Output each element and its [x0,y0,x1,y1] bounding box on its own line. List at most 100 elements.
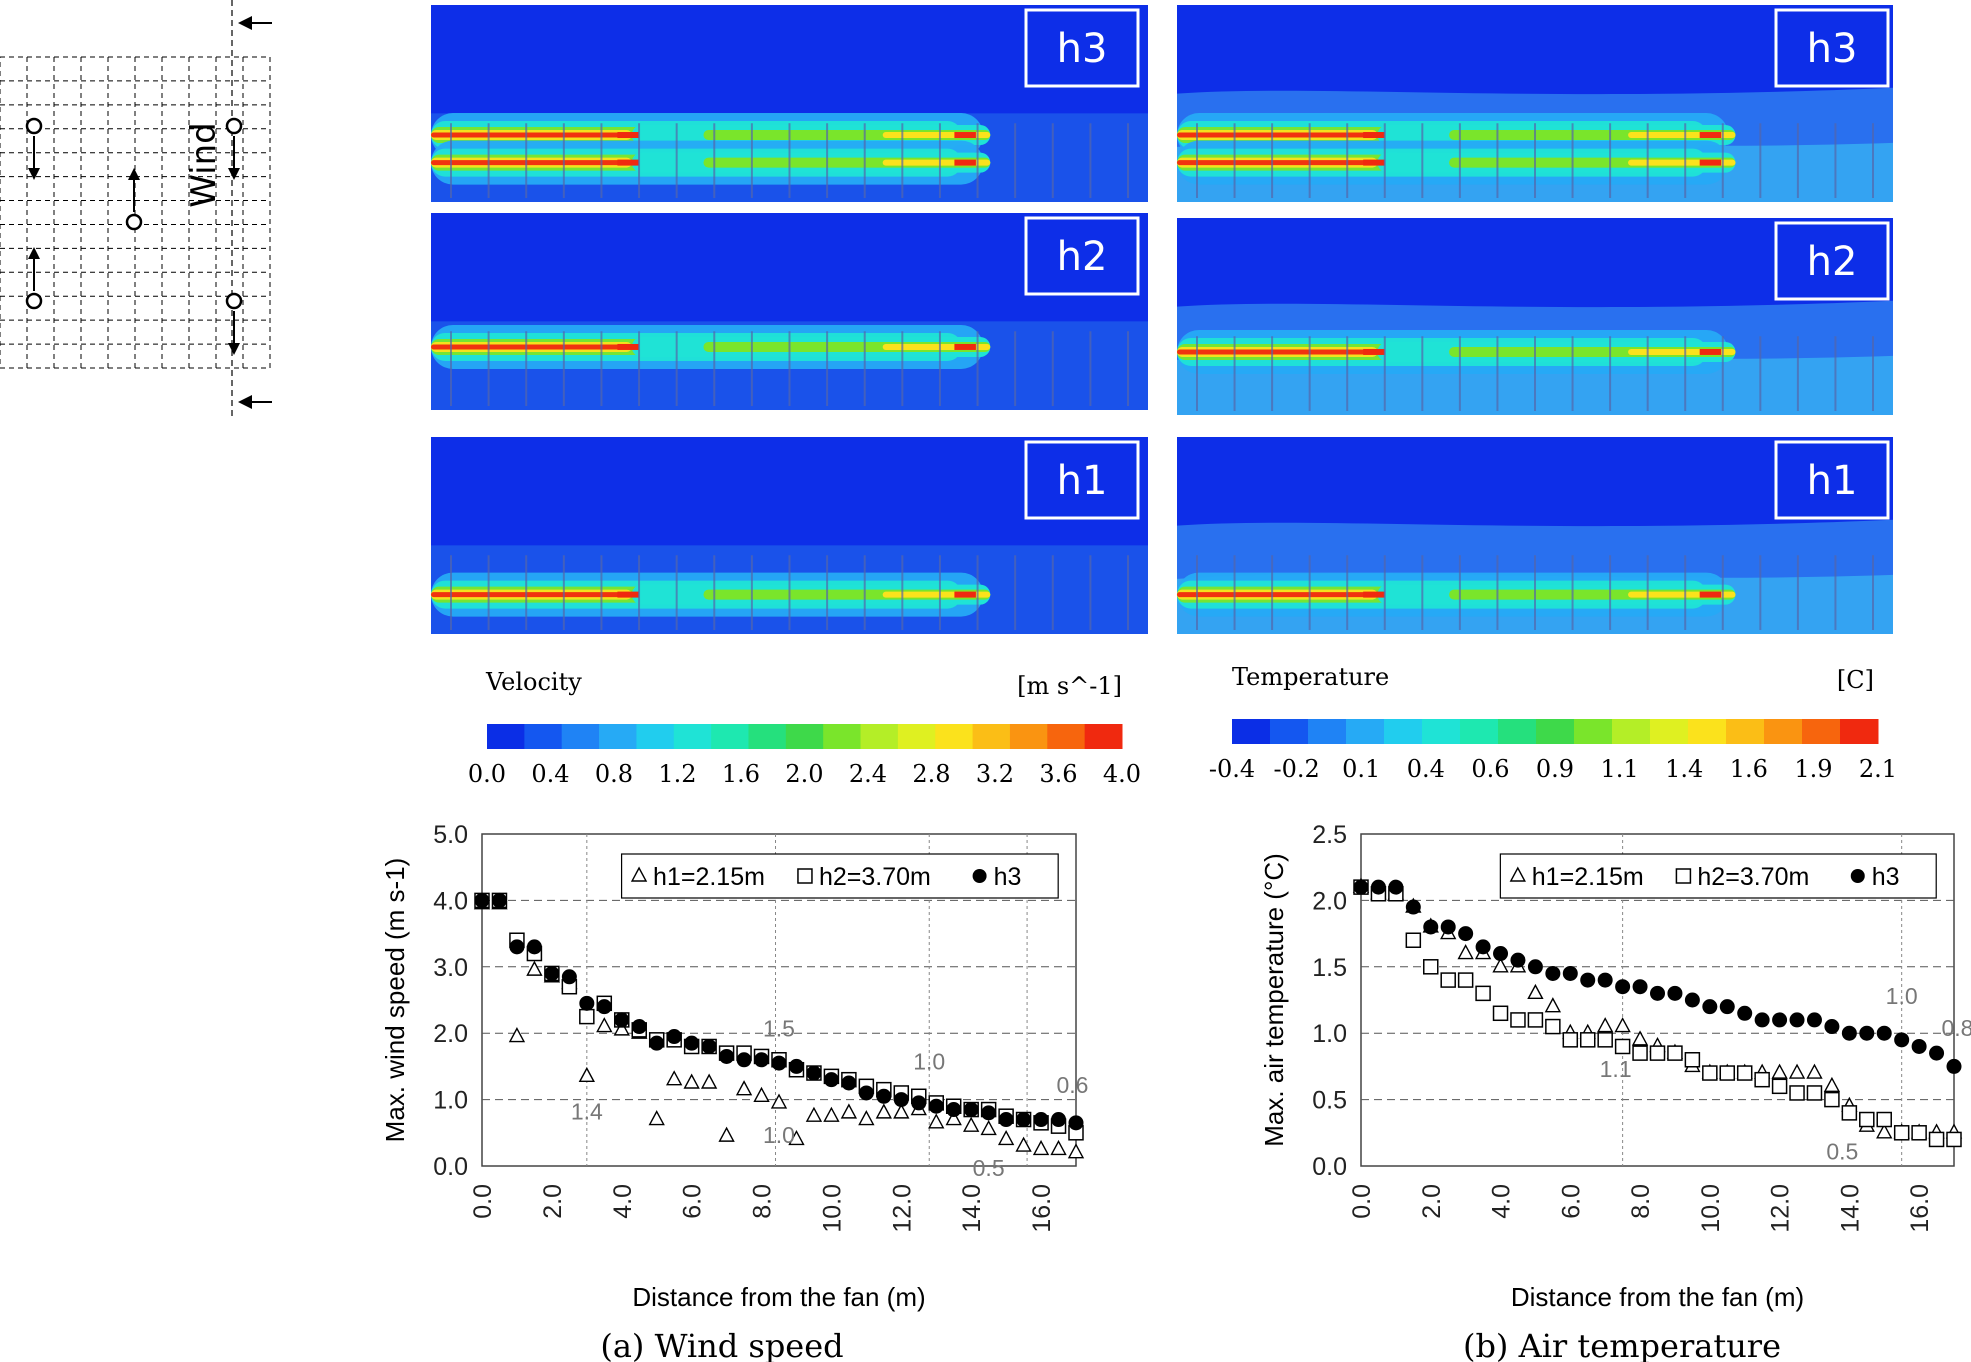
data-point-h1 [1457,944,1474,960]
data-point-h2 [1457,972,1474,988]
data-point-h1 [875,1103,892,1119]
fan-icon [125,213,143,231]
jet-layer [1177,349,1378,355]
color-bar-swatch [561,724,600,749]
data-point-h3 [1737,1005,1753,1021]
data-point-h1 [1614,1017,1631,1033]
data-point-h2 [1806,1085,1823,1101]
fan-annotation: 0.6 [1057,1072,1089,1098]
color-bar-swatch [1384,719,1423,744]
data-point-h2 [1771,1078,1788,1095]
wind-boundary-arrow-top-icon [238,16,272,30]
color-bar-swatch [1498,719,1537,744]
jet-layer [431,344,632,350]
contour-panel-h2: h2 [1177,218,1893,415]
fan-annotation: 1.5 [763,1016,795,1042]
color-bar-tick-label: 0.0 [468,760,506,788]
data-point-h2 [1510,1012,1526,1028]
color-bar-swatch [1574,719,1613,744]
data-point-h3 [876,1088,892,1104]
x-tick-label: 10.0 [1697,1184,1725,1233]
color-bar-swatch [1802,719,1841,744]
color-bar-swatch [972,724,1011,749]
y-tick-label: 4.0 [433,887,468,915]
fan-outlet-mark [1699,591,1722,598]
fan-icon [25,117,43,135]
jet-layer [1177,160,1378,166]
x-tick-label: 0.0 [1348,1184,1376,1219]
data-point-h1 [858,1110,875,1126]
legend-marker-h3 [1850,869,1865,883]
data-point-h2 [1667,1045,1683,1061]
data-point-h3 [701,1038,717,1054]
data-point-h3 [998,1112,1014,1128]
data-point-h1 [823,1106,840,1122]
data-point-h2 [1893,1125,1910,1141]
fan-outlet-mark [617,343,639,350]
data-point-h3 [893,1092,909,1108]
data-point-h3 [1876,1025,1892,1041]
data-point-h1 [648,1110,665,1126]
color-bar-swatch [1270,719,1309,744]
data-point-h2 [1736,1065,1753,1081]
wind-speed-chart: 0.0 1.0 2.0 3.0 4.0 5.0 0.0 2.0 4.0 6.0 8.0 10.0 12.… [380,821,1088,1312]
color-bar-swatch [524,724,563,749]
y-tick-label: 5.0 [433,821,468,849]
color-bar-tick-label: 2.1 [1859,755,1897,783]
data-point-h3 [526,939,542,955]
data-point-h2 [1475,985,1491,1002]
data-point-h3 [614,1012,630,1028]
data-point-h1 [980,1120,997,1136]
data-point-h3 [1911,1038,1927,1054]
data-point-h1 [753,1086,770,1102]
x-axis-title: Distance from the fan (m) [1511,1282,1804,1312]
data-point-h3 [788,1058,804,1074]
data-point-h3 [1580,972,1596,988]
data-point-h3 [1527,959,1543,975]
fan-annotation: 1.0 [1886,983,1918,1009]
data-point-h2 [579,1008,595,1025]
fan-outlet-mark [1699,348,1722,355]
data-point-h3 [1824,1019,1840,1035]
fan-icon [225,117,243,135]
color-bar-tick-label: 4.0 [1103,760,1141,788]
x-tick-label: 12.0 [1767,1184,1795,1233]
height-label-box [1024,8,1140,88]
data-point-h3 [1754,1012,1770,1028]
y-tick-label: 1.0 [1312,1020,1347,1048]
data-point-h3 [1894,1032,1910,1048]
data-point-h1 [997,1129,1015,1146]
data-point-h1 [1806,1063,1823,1079]
data-point-h2 [1649,1045,1666,1061]
data-point-h3 [1946,1058,1962,1074]
data-point-h1 [700,1073,718,1089]
color-bar-swatch [1650,719,1689,744]
data-point-h3 [1667,985,1683,1001]
data-point-h3 [1841,1025,1857,1041]
y-tick-label: 1.5 [1312,954,1347,982]
fan-annotation: 1.0 [913,1049,945,1075]
height-label: h3 [1057,26,1108,72]
data-point-h1 [508,1027,526,1043]
color-bar-tick-label: 0.9 [1536,755,1574,783]
data-point-h2 [1702,1065,1718,1081]
data-point-h1 [963,1116,980,1132]
data-point-h1 [683,1073,700,1089]
x-tick-label: 2.0 [1418,1184,1446,1219]
data-point-h3 [561,969,577,985]
data-point-h2 [1824,1091,1840,1108]
y-axis-title: Max. air temperature (°C) [1259,853,1289,1147]
color-bar-tick-label: 0.1 [1342,755,1380,783]
fan-outlet-mark [1363,591,1385,598]
data-point-h3 [911,1095,927,1111]
y-tick-label: 2.0 [433,1020,468,1048]
x-tick-label: 14.0 [1836,1184,1864,1233]
fan-outlet-mark [1363,348,1385,355]
color-bar-swatch [1460,719,1499,744]
data-point-h3 [1353,879,1369,895]
temperature-color-bar: -0.4 -0.2 0.1 0.4 0.6 0.9 1.1 1.4 1.6 1.9 2.1 [1209,719,1897,783]
data-point-h1 [1032,1139,1050,1156]
data-point-h2 [1562,1032,1579,1048]
jet-layer [431,132,632,138]
